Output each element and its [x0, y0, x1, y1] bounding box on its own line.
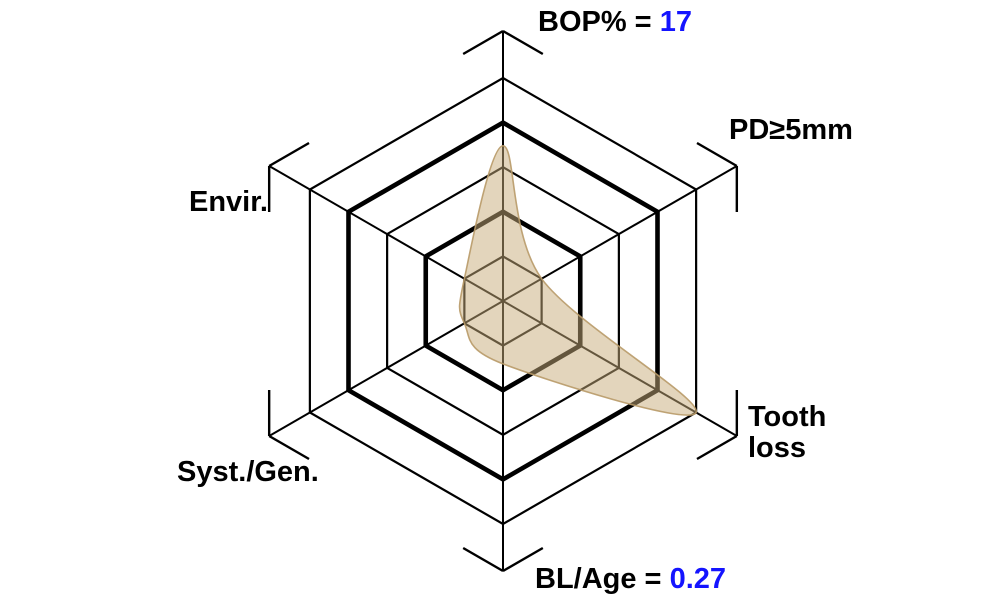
grid-line	[268, 434, 310, 461]
bop-label-text: BOP% =	[538, 6, 660, 38]
axis-label-pd: PD≥5mm	[729, 114, 853, 146]
tooth-loss-label-line2: loss	[748, 432, 807, 465]
bl-age-label-text: BL/Age =	[535, 563, 670, 595]
pd-label-text: PD≥5mm	[729, 114, 853, 146]
axis-label-bl-age: BL/Age = 0.27	[535, 563, 727, 595]
envir-label-text: Envir.	[189, 186, 268, 218]
grid-line	[502, 546, 544, 573]
grid-line	[462, 29, 504, 56]
grid-line	[268, 141, 310, 168]
tooth-loss-label-line1: Tooth	[748, 401, 827, 433]
risk-data-polygon	[458, 144, 697, 416]
axis-label-bop: BOP% = 17	[538, 6, 692, 38]
bop-value: 17	[659, 6, 692, 38]
bl-age-value: 0.27	[669, 563, 727, 595]
axis-label-syst-gen: Syst./Gen.	[177, 456, 319, 488]
axis-label-envir: Envir.	[189, 186, 268, 218]
axis-label-tooth-loss: Tooth loss	[748, 401, 868, 465]
syst-gen-label-text: Syst./Gen.	[177, 456, 319, 488]
grid-line	[462, 546, 504, 573]
grid-line	[696, 434, 738, 461]
grid-line	[502, 29, 544, 56]
grid-line	[696, 141, 738, 168]
